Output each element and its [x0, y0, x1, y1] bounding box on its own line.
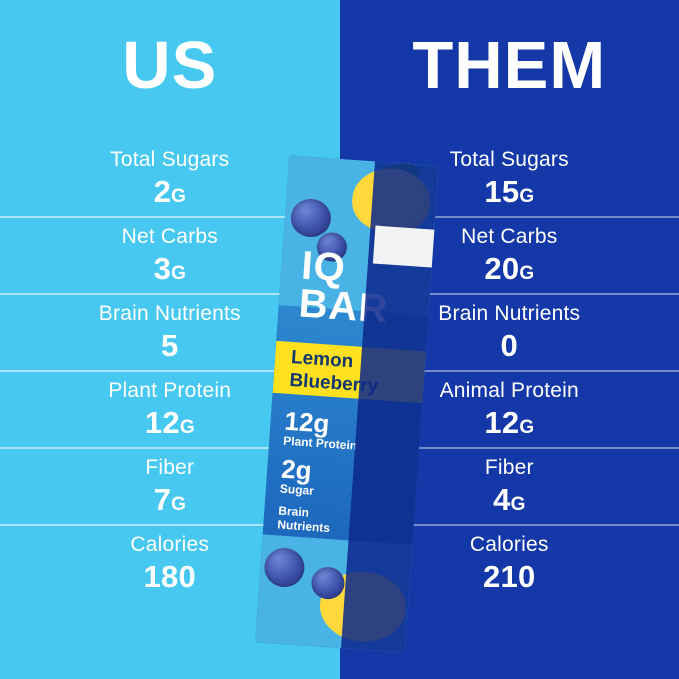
row-number: 20: [484, 251, 520, 286]
row-number: 180: [143, 559, 197, 594]
row-number: 12: [144, 405, 180, 440]
table-row: Brain Nutrients 5: [0, 293, 340, 370]
table-row: Animal Protein 12G: [339, 370, 679, 447]
row-number: 15: [484, 174, 520, 209]
row-label: Total Sugars: [110, 148, 230, 171]
row-unit: G: [179, 417, 195, 438]
row-number: 7: [153, 482, 172, 517]
us-column-title: US: [122, 28, 218, 103]
row-label: Animal Protein: [439, 379, 579, 402]
table-row: Net Carbs 20G: [339, 216, 679, 293]
row-label: Net Carbs: [461, 225, 558, 248]
row-value: 12G: [340, 403, 679, 446]
row-number: 5: [160, 328, 179, 363]
row-value: 180: [0, 557, 340, 600]
table-row: Fiber 4G: [339, 447, 679, 524]
table-row: Brain Nutrients 0: [339, 293, 679, 370]
row-value: 15G: [340, 172, 679, 215]
row-number: 4: [493, 482, 511, 517]
row-number: 2: [153, 174, 172, 209]
bar-white-label: [372, 225, 439, 269]
row-unit: G: [510, 494, 526, 515]
table-row: Fiber 7G: [0, 447, 340, 524]
row-label: Net Carbs: [121, 225, 218, 248]
them-rows: Total Sugars 15G Net Carbs 20G Brain Nut…: [339, 139, 679, 679]
product-bar-image: IQ BAR Lemon Blueberry 12g Plant Protein…: [254, 155, 439, 653]
row-value: 0: [340, 326, 679, 369]
protein-bar-wrapper: IQ BAR Lemon Blueberry 12g Plant Protein…: [255, 155, 439, 653]
them-column-title: THEM: [412, 28, 607, 103]
row-label: Plant Protein: [108, 379, 232, 402]
row-value: 7G: [0, 480, 340, 523]
row-value: 12G: [0, 403, 340, 446]
row-value: 20G: [340, 249, 679, 292]
row-number: 210: [482, 559, 536, 594]
row-label: Brain Nutrients: [98, 302, 241, 325]
row-unit: G: [519, 263, 535, 284]
row-unit: G: [171, 494, 186, 515]
row-unit: G: [519, 417, 535, 438]
table-row: Calories 180: [0, 524, 340, 601]
row-label: Calories: [130, 533, 210, 556]
us-rows: Total Sugars 2G Net Carbs 3G Brain Nutri…: [0, 139, 340, 679]
row-value: 5: [0, 326, 340, 369]
row-value: 2G: [0, 172, 340, 215]
row-label: Fiber: [145, 456, 195, 479]
row-label: Calories: [469, 533, 549, 556]
table-row: Calories 210: [339, 524, 679, 601]
row-number: 0: [500, 328, 519, 363]
table-row: Total Sugars 2G: [0, 139, 340, 216]
table-row: Plant Protein 12G: [0, 370, 340, 447]
row-unit: G: [171, 186, 186, 207]
row-unit: G: [171, 263, 186, 284]
row-value: 4G: [340, 480, 679, 523]
row-number: 12: [484, 405, 520, 440]
row-unit: G: [519, 186, 535, 207]
row-value: 210: [340, 557, 679, 600]
row-label: Total Sugars: [449, 148, 569, 171]
table-row: Net Carbs 3G: [0, 216, 340, 293]
table-row: Total Sugars 15G: [340, 139, 679, 216]
row-number: 3: [153, 251, 172, 286]
row-label: Fiber: [484, 456, 534, 479]
row-value: 3G: [0, 249, 340, 292]
row-label: Brain Nutrients: [438, 302, 581, 325]
